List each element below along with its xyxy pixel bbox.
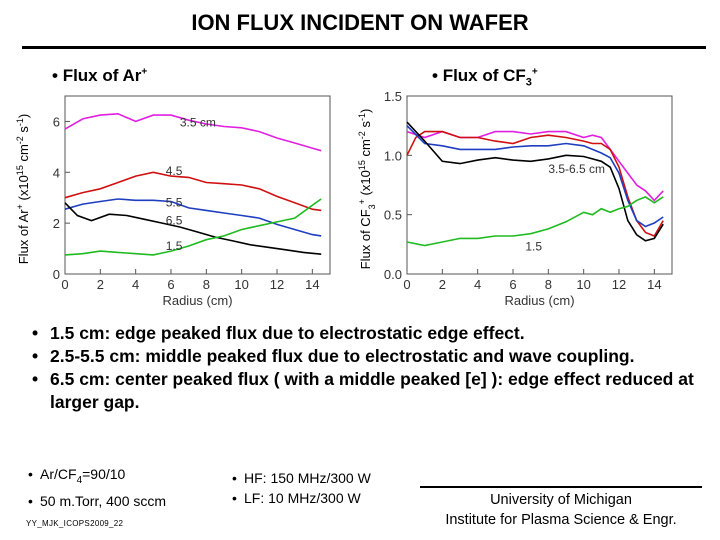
right-chart-header-sub: 3	[525, 76, 532, 89]
hf-power: HF: 150 MHz/300 W	[230, 468, 371, 488]
x-tick-label: 14	[647, 277, 661, 292]
right-chart-header-sup: +	[531, 66, 538, 78]
affiliation-line2: Institute for Plasma Science & Engr.	[445, 512, 677, 528]
x-tick-label: 12	[270, 277, 284, 292]
series-line	[64, 198, 322, 256]
series-line	[406, 125, 664, 228]
x-axis-label: Radius (cm)	[162, 293, 232, 308]
y-axis-label: Flux of Ar+ (x1015 cm-2 s-1)	[15, 114, 31, 265]
left-chart-header-text: Flux of Ar	[62, 66, 142, 85]
x-tick-label: 12	[612, 277, 626, 292]
right-chart-header-text: Flux of CF	[442, 66, 526, 85]
series-line	[64, 198, 322, 237]
affiliation-line1: University of Michigan	[490, 492, 632, 508]
x-tick-label: 6	[167, 277, 174, 292]
chart-annotation: 1.5	[525, 239, 542, 253]
findings-list: 1.5 cm: edge peaked flux due to electros…	[28, 322, 708, 414]
x-tick-label: 14	[305, 277, 319, 292]
y-axis-label: Flux of CF3+ (x1015 cm-2 s-1)	[357, 109, 377, 270]
y-tick-label: 6	[53, 114, 60, 129]
y-tick-label: 0.0	[384, 267, 402, 282]
x-tick-label: 10	[576, 277, 590, 292]
finding-item: 2.5-5.5 cm: middle peaked flux due to el…	[28, 345, 708, 368]
series-line	[64, 202, 322, 255]
x-tick-label: 2	[97, 277, 104, 292]
bullet-icon: •	[432, 66, 438, 85]
x-tick-label: 8	[203, 277, 210, 292]
left-chart-header-sup: +	[141, 66, 148, 78]
x-tick-label: 2	[439, 277, 446, 292]
x-tick-label: 8	[545, 277, 552, 292]
x-tick-label: 0	[403, 277, 410, 292]
x-tick-label: 6	[509, 277, 516, 292]
plot-area	[406, 95, 673, 275]
series-label: 5.5	[166, 196, 183, 210]
cf3-flux-chart: 0 2 4 6 8 10 12 14 0.0 0.5 1.0 1.5 3.5-6.5 cm 1.5 Radi…	[357, 89, 673, 308]
finding-item: 6.5 cm: center peaked flux ( with a midd…	[28, 368, 708, 414]
series-label: 1.5	[166, 239, 183, 253]
series-line	[64, 112, 322, 152]
lf-power: LF: 10 MHz/300 W	[230, 488, 371, 508]
affiliation: University of Michigan Institute for Pla…	[416, 490, 706, 530]
y-tick-label: 4	[53, 165, 60, 180]
series-line	[64, 171, 322, 212]
gas-ratio-sub: 4	[76, 474, 83, 486]
chart-annotation: 3.5-6.5 cm	[548, 162, 605, 176]
finding-item: 1.5 cm: edge peaked flux due to electros…	[28, 322, 708, 345]
y-tick-label: 1.5	[384, 89, 402, 104]
gas-ratio: Ar/CF4=90/10	[26, 464, 166, 491]
x-tick-label: 10	[234, 277, 248, 292]
gas-ratio-pre: Ar/CF	[40, 466, 77, 482]
gas-ratio-post: =90/10	[82, 466, 126, 482]
series-label: 4.5	[166, 164, 183, 178]
bullet-icon: •	[52, 66, 58, 85]
ar-flux-chart: 0 2 4 6 8 10 12 14 0 2 4 6 3.5 cm 4.5 5.5 6.5 1.5 Radius …	[15, 95, 331, 308]
title-underline	[22, 46, 706, 49]
x-tick-label: 0	[61, 277, 68, 292]
series-line	[406, 196, 664, 247]
pressure-flow: 50 m.Torr, 400 sccm	[26, 491, 166, 511]
affiliation-rule	[420, 486, 702, 488]
series-line	[406, 121, 664, 242]
page-title: ION FLUX INCIDENT ON WAFER	[191, 10, 529, 35]
y-tick-label: 0	[53, 267, 60, 282]
x-axis-label: Radius (cm)	[504, 293, 574, 308]
x-tick-label: 4	[474, 277, 481, 292]
y-tick-label: 2	[53, 216, 60, 231]
y-tick-label: 0.5	[384, 208, 402, 223]
power-conditions: HF: 150 MHz/300 W LF: 10 MHz/300 W	[230, 468, 371, 508]
left-chart-header: • Flux of Ar+	[52, 66, 147, 86]
right-chart-header: • Flux of CF3+	[432, 66, 538, 88]
series-label: 6.5	[166, 213, 183, 227]
series-label: 3.5 cm	[180, 116, 216, 130]
slide-id: YY_MJK_ICOPS2009_22	[26, 519, 124, 528]
gas-conditions: Ar/CF4=90/10 50 m.Torr, 400 sccm	[26, 464, 166, 511]
y-tick-label: 1.0	[384, 148, 402, 163]
x-tick-label: 4	[132, 277, 139, 292]
